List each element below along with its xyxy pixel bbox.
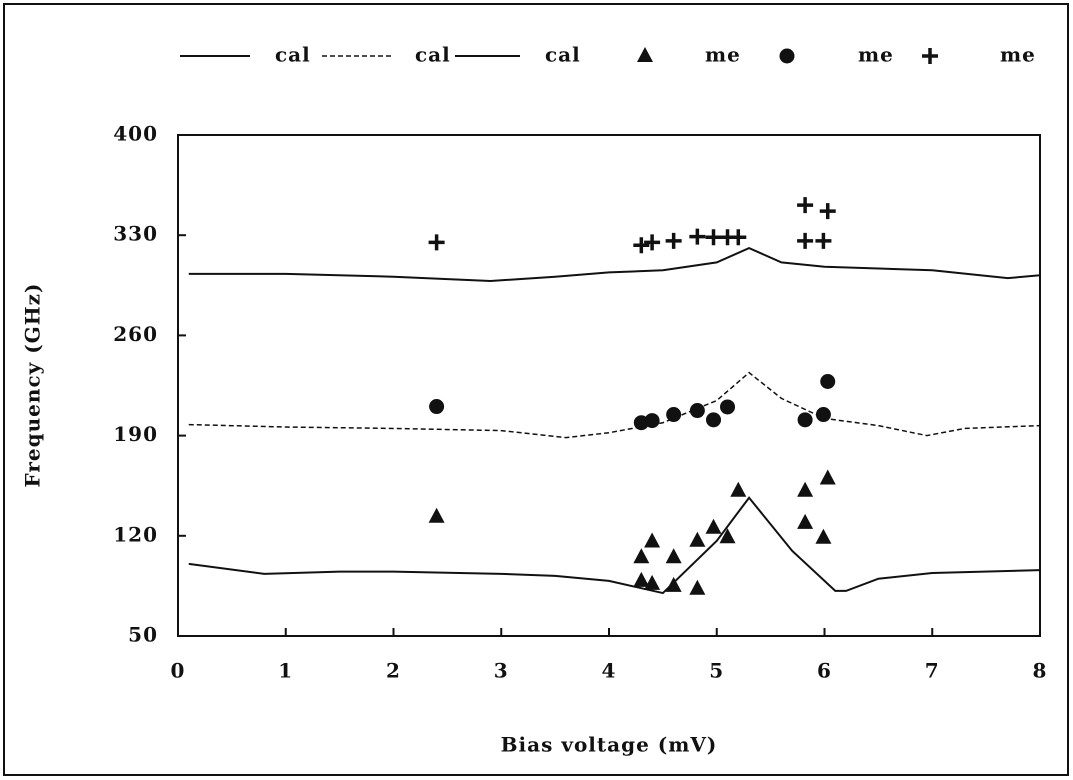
x-tick-label: 0 <box>171 659 186 683</box>
me-point <box>665 548 682 564</box>
me-point <box>706 412 722 428</box>
cal-line <box>188 246 1041 283</box>
x-tick-label: 6 <box>817 659 832 683</box>
x-tick-label: 3 <box>494 659 509 683</box>
legend-label: me <box>1000 43 1036 67</box>
cal-line <box>188 496 1041 595</box>
x-tick-label: 5 <box>709 659 724 683</box>
me-point <box>819 203 836 220</box>
y-tick-label: 190 <box>113 422 158 446</box>
me-point <box>689 228 706 245</box>
y-tick-label: 330 <box>113 222 158 246</box>
me-point <box>797 513 814 529</box>
legend-label: cal <box>545 43 581 67</box>
x-tick-label: 7 <box>925 659 940 683</box>
frame <box>3 3 1069 776</box>
me-point <box>665 576 682 592</box>
me-point <box>730 481 747 497</box>
me-point <box>820 373 836 389</box>
me-point <box>665 232 682 249</box>
y-axis-label: Frequency (GHz) <box>21 283 45 488</box>
legend-label: me <box>858 43 894 67</box>
legend-label: cal <box>415 43 451 67</box>
me-point <box>644 234 661 251</box>
y-tick-label: 120 <box>113 522 158 546</box>
me-point <box>633 571 650 587</box>
me-point <box>644 413 660 429</box>
legend-marker <box>637 47 653 62</box>
legend-marker <box>922 48 938 64</box>
me-point <box>815 232 832 249</box>
me-point <box>720 399 736 415</box>
me-point <box>705 229 722 246</box>
me-point <box>633 237 650 254</box>
me-point <box>730 229 747 246</box>
cal-line <box>188 371 1041 439</box>
me-point <box>797 481 814 497</box>
plot-area <box>177 134 1041 637</box>
legend-label: me <box>705 43 741 67</box>
me-point <box>815 528 832 544</box>
me-point <box>644 574 661 590</box>
me-point <box>819 469 836 485</box>
x-tick-label: 8 <box>1033 659 1048 683</box>
me-point <box>689 579 706 595</box>
me-point <box>429 399 445 415</box>
me-point <box>797 232 814 249</box>
x-tick-label: 2 <box>386 659 401 683</box>
me-point <box>797 197 814 214</box>
x-axis-label: Bias voltage (mV) <box>501 733 718 757</box>
x-tick-label: 4 <box>602 659 617 683</box>
me-point <box>428 507 445 523</box>
y-tick-label: 400 <box>113 122 158 146</box>
me-point <box>797 412 813 428</box>
me-point <box>705 518 722 534</box>
legend-label: cal <box>275 43 311 67</box>
y-tick-label: 260 <box>113 322 158 346</box>
me-point <box>666 407 682 423</box>
me-point <box>719 528 736 544</box>
me-point <box>689 531 706 547</box>
y-tick-label: 50 <box>128 623 158 647</box>
me-point <box>644 532 661 548</box>
me-point <box>815 407 831 423</box>
me-point <box>428 234 445 251</box>
legend-marker <box>779 48 795 64</box>
me-point <box>633 548 650 564</box>
x-tick-label: 1 <box>278 659 293 683</box>
me-point <box>689 403 705 419</box>
